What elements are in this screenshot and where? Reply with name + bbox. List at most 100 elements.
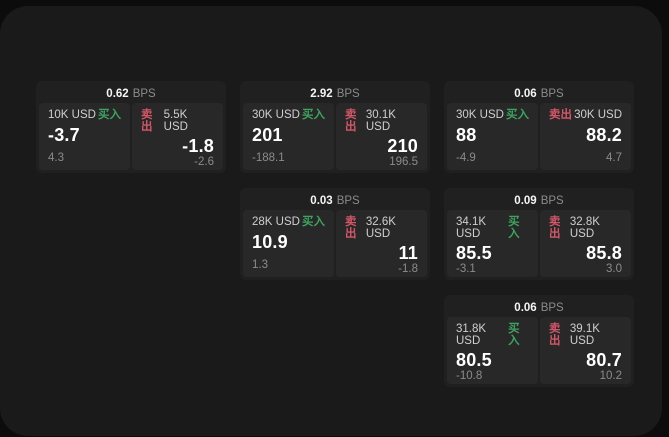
buy-pane[interactable]: 28K USD 买入 10.9 1.3 — [243, 210, 334, 277]
buy-size-label: 28K USD — [252, 216, 300, 228]
quote-card: 0.06 BPS 30K USD 买入 88 -4.9 卖出 30K USD 8… — [444, 81, 634, 173]
sell-size-label: 32.6K USD — [365, 216, 396, 240]
buy-pane[interactable]: 30K USD 买入 88 -4.9 — [447, 103, 538, 170]
buy-pane-top: 28K USD 买入 — [252, 216, 325, 229]
sell-side-label: 卖出 — [549, 109, 572, 121]
buy-pane-top: 30K USD 买入 — [456, 109, 529, 122]
quote-card: 0.09 BPS 34.1K USD 买入 85.5 -3.1 卖出 32.8K… — [444, 188, 634, 280]
sell-size-label: 30K USD — [574, 109, 622, 121]
sell-delta-value: 4.7 — [606, 151, 622, 164]
bps-value: 0.03 — [310, 194, 333, 207]
buy-delta-value: -188.1 — [252, 151, 285, 164]
sell-side-label: 卖出 — [345, 109, 357, 133]
buy-side-label: 买入 — [302, 109, 325, 121]
buy-sell-panes: 28K USD 买入 10.9 1.3 卖出 32.6K USD 11 -1.8 — [243, 210, 427, 277]
buy-side-label: 买入 — [508, 216, 520, 240]
bps-unit-label: BPS — [132, 87, 156, 100]
sell-price-value: 11 — [398, 243, 418, 263]
buy-pane-top: 34.1K USD 买入 — [456, 216, 529, 240]
sell-size-label: 30.1K USD — [365, 109, 396, 133]
buy-price-value: 80.5 — [456, 350, 492, 370]
card-header: 2.92 BPS — [243, 84, 427, 103]
bps-unit-label: BPS — [540, 301, 564, 314]
sell-delta-value: 3.0 — [606, 262, 622, 275]
sell-pane[interactable]: 卖出 32.8K USD 85.8 3.0 — [540, 210, 631, 277]
buy-size-label: 10K USD — [48, 109, 96, 121]
sell-side-label: 卖出 — [549, 323, 561, 347]
buy-size-label: 34.1K USD — [456, 216, 487, 240]
sell-delta-value: -1.8 — [398, 262, 418, 275]
bps-value: 2.92 — [310, 87, 333, 100]
buy-side-label: 买入 — [508, 323, 520, 347]
buy-size-label: 31.8K USD — [456, 323, 487, 347]
card-header: 0.09 BPS — [447, 191, 631, 210]
card-header: 0.06 BPS — [447, 298, 631, 317]
sell-pane[interactable]: 卖出 32.6K USD 11 -1.8 — [336, 210, 427, 277]
sell-pane-top: 卖出 30K USD — [549, 109, 622, 122]
sell-pane[interactable]: 卖出 39.1K USD 80.7 10.2 — [540, 317, 631, 384]
card-header: 0.62 BPS — [39, 84, 223, 103]
sell-pane-top: 卖出 32.6K USD — [345, 216, 418, 240]
bps-unit-label: BPS — [540, 194, 564, 207]
sell-price-value: 210 — [387, 136, 418, 156]
sell-size-label: 5.5K USD — [163, 109, 188, 133]
buy-pane-top: 31.8K USD 买入 — [456, 323, 529, 347]
bps-unit-label: BPS — [336, 87, 360, 100]
sell-side-label: 卖出 — [549, 216, 561, 240]
buy-sell-panes: 30K USD 买入 88 -4.9 卖出 30K USD 88.2 4.7 — [447, 103, 631, 170]
sell-delta-value: 196.5 — [389, 155, 418, 168]
sell-pane-top: 卖出 5.5K USD — [141, 109, 214, 133]
buy-side-label: 买入 — [302, 216, 325, 228]
buy-delta-value: -4.9 — [456, 151, 476, 164]
buy-pane[interactable]: 30K USD 买入 201 -188.1 — [243, 103, 334, 170]
bps-unit-label: BPS — [336, 194, 360, 207]
buy-pane[interactable]: 10K USD 买入 -3.7 4.3 — [39, 103, 130, 170]
sell-pane-top: 卖出 30.1K USD — [345, 109, 418, 133]
sell-delta-value: 10.2 — [599, 369, 622, 382]
bps-unit-label: BPS — [540, 87, 564, 100]
buy-pane[interactable]: 31.8K USD 买入 80.5 -10.8 — [447, 317, 538, 384]
buy-sell-panes: 31.8K USD 买入 80.5 -10.8 卖出 39.1K USD 80.… — [447, 317, 631, 384]
buy-price-value: 88 — [456, 124, 477, 145]
sell-pane[interactable]: 卖出 5.5K USD -1.8 -2.6 — [132, 103, 223, 170]
buy-delta-value: 4.3 — [48, 151, 64, 164]
sell-price-value: 85.8 — [586, 243, 622, 263]
sell-side-label: 卖出 — [141, 109, 153, 133]
buy-delta-value: -3.1 — [456, 262, 476, 275]
card-header: 0.03 BPS — [243, 191, 427, 210]
quote-card: 0.06 BPS 31.8K USD 买入 80.5 -10.8 卖出 39.1… — [444, 295, 634, 387]
buy-price-value: 10.9 — [252, 231, 288, 252]
buy-side-label: 买入 — [98, 109, 121, 121]
buy-side-label: 买入 — [506, 109, 529, 121]
buy-delta-value: -10.8 — [456, 369, 483, 382]
buy-sell-panes: 30K USD 买入 201 -188.1 卖出 30.1K USD 210 1… — [243, 103, 427, 170]
sell-price-value: 88.2 — [586, 124, 622, 145]
buy-pane[interactable]: 34.1K USD 买入 85.5 -3.1 — [447, 210, 538, 277]
sell-price-value: -1.8 — [182, 136, 214, 156]
bps-value: 0.09 — [514, 194, 537, 207]
buy-delta-value: 1.3 — [252, 258, 268, 271]
card-header: 0.06 BPS — [447, 84, 631, 103]
sell-pane-top: 卖出 32.8K USD — [549, 216, 622, 240]
buy-size-label: 30K USD — [456, 109, 504, 121]
sell-delta-value: -2.6 — [194, 155, 214, 168]
app-surface: 0.62 BPS 10K USD 买入 -3.7 4.3 卖出 5.5K USD… — [0, 6, 662, 436]
buy-pane-top: 30K USD 买入 — [252, 109, 325, 122]
buy-price-value: -3.7 — [48, 124, 80, 145]
buy-sell-panes: 10K USD 买入 -3.7 4.3 卖出 5.5K USD -1.8 -2.… — [39, 103, 223, 170]
quote-card: 0.03 BPS 28K USD 买入 10.9 1.3 卖出 32.6K US… — [240, 188, 430, 280]
bps-value: 0.06 — [514, 87, 537, 100]
quote-card: 0.62 BPS 10K USD 买入 -3.7 4.3 卖出 5.5K USD… — [36, 81, 226, 173]
sell-pane[interactable]: 卖出 30.1K USD 210 196.5 — [336, 103, 427, 170]
bps-value: 0.62 — [106, 87, 129, 100]
buy-price-value: 85.5 — [456, 243, 492, 263]
sell-size-label: 32.8K USD — [569, 216, 600, 240]
sell-pane[interactable]: 卖出 30K USD 88.2 4.7 — [540, 103, 631, 170]
sell-price-value: 80.7 — [586, 350, 622, 370]
buy-pane-top: 10K USD 买入 — [48, 109, 121, 122]
buy-size-label: 30K USD — [252, 109, 300, 121]
sell-size-label: 39.1K USD — [569, 323, 600, 347]
bps-value: 0.06 — [514, 301, 537, 314]
buy-price-value: 201 — [252, 124, 283, 145]
buy-sell-panes: 34.1K USD 买入 85.5 -3.1 卖出 32.8K USD 85.8… — [447, 210, 631, 277]
